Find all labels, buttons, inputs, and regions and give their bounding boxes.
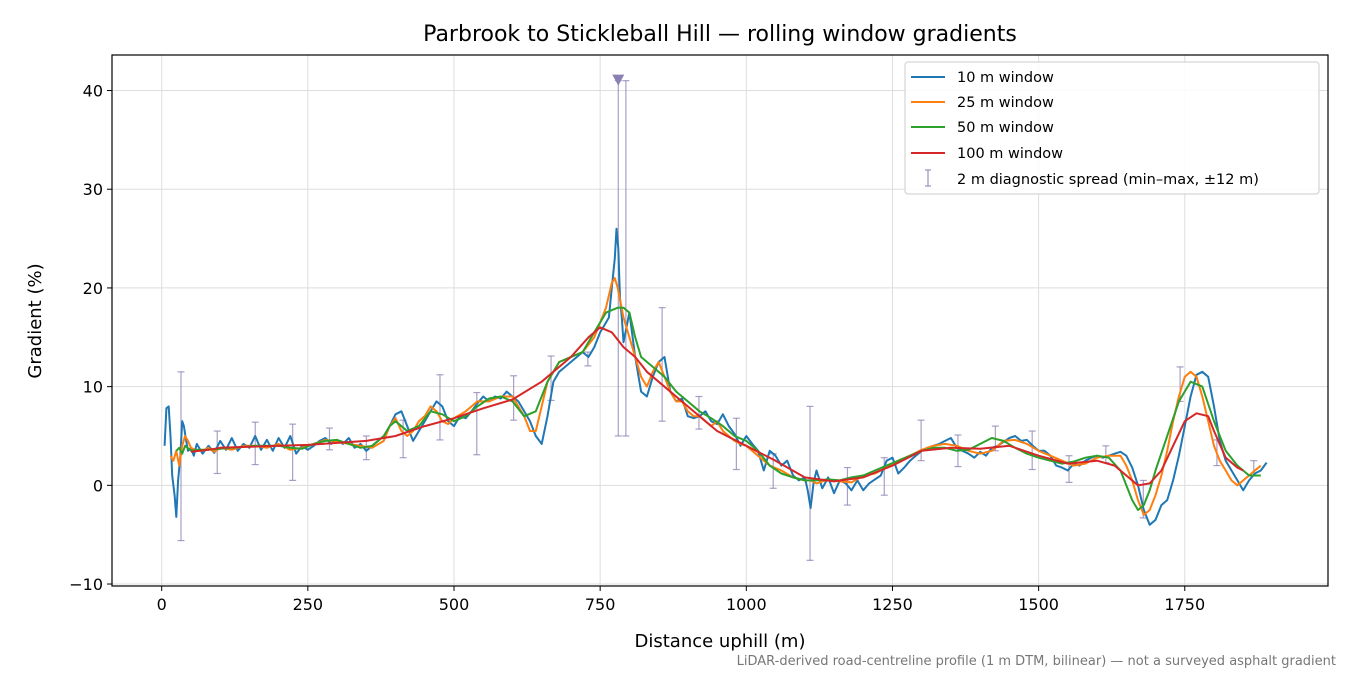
footnote: LiDAR-derived road-centreline profile (1… [737, 654, 1336, 669]
legend-label-errorbar: 2 m diagnostic spread (min–max, ±12 m) [957, 172, 1259, 188]
series-lines [163, 227, 1268, 526]
error-bar [325, 427, 333, 451]
error-bar [695, 395, 703, 430]
y-tick-label: 30 [83, 180, 103, 199]
x-tick-label: 1000 [726, 595, 767, 614]
chart-title: Parbrook to Stickleball Hill — rolling w… [423, 22, 1017, 47]
legend-label-50m: 50 m window [957, 120, 1054, 136]
x-axis-label: Distance uphill (m) [635, 631, 806, 652]
x-tick-label: 1250 [872, 595, 913, 614]
x-tick-label: 750 [585, 595, 616, 614]
error-bar [622, 80, 630, 437]
error-bar [1028, 430, 1036, 471]
y-tick-label: 10 [83, 378, 103, 397]
error-bar [732, 417, 740, 471]
error-bar [289, 423, 297, 481]
y-tick-label: 40 [83, 82, 103, 101]
error-bar [251, 421, 259, 466]
y-axis-label: Gradient (%) [25, 263, 46, 378]
x-tick-label: 500 [439, 595, 470, 614]
legend-swatch-errorbar [925, 169, 931, 187]
x-tick-label: 0 [157, 595, 167, 614]
legend-label-100m: 100 m window [957, 146, 1063, 162]
series-line-2 [175, 306, 1261, 511]
x-tick-label: 1500 [1018, 595, 1059, 614]
error-bar [436, 374, 444, 441]
y-tick-label: 0 [93, 476, 103, 495]
error-bar [213, 430, 221, 475]
y-tick-label: −10 [69, 575, 103, 594]
error-bar [917, 419, 925, 462]
error-bar [806, 405, 814, 561]
x-tick-label: 1750 [1164, 595, 1205, 614]
axis-ticks: 0 250 500 750 1000 1250 1500 1750 −10 0 10 20 30 40 [69, 82, 1205, 614]
legend: 10 m window 25 m window 50 m window 100 … [904, 61, 1320, 195]
series-line-3 [190, 326, 1244, 487]
y-tick-label: 20 [83, 279, 103, 298]
error-bar [658, 307, 666, 422]
x-tick-label: 250 [293, 595, 324, 614]
legend-box [904, 61, 1320, 195]
legend-label-25m: 25 m window [957, 95, 1054, 111]
error-bar [584, 351, 592, 367]
plot-frame [111, 54, 1329, 587]
markers [612, 74, 625, 86]
clipped-spread-marker [612, 74, 625, 86]
legend-label-10m: 10 m window [957, 70, 1054, 86]
